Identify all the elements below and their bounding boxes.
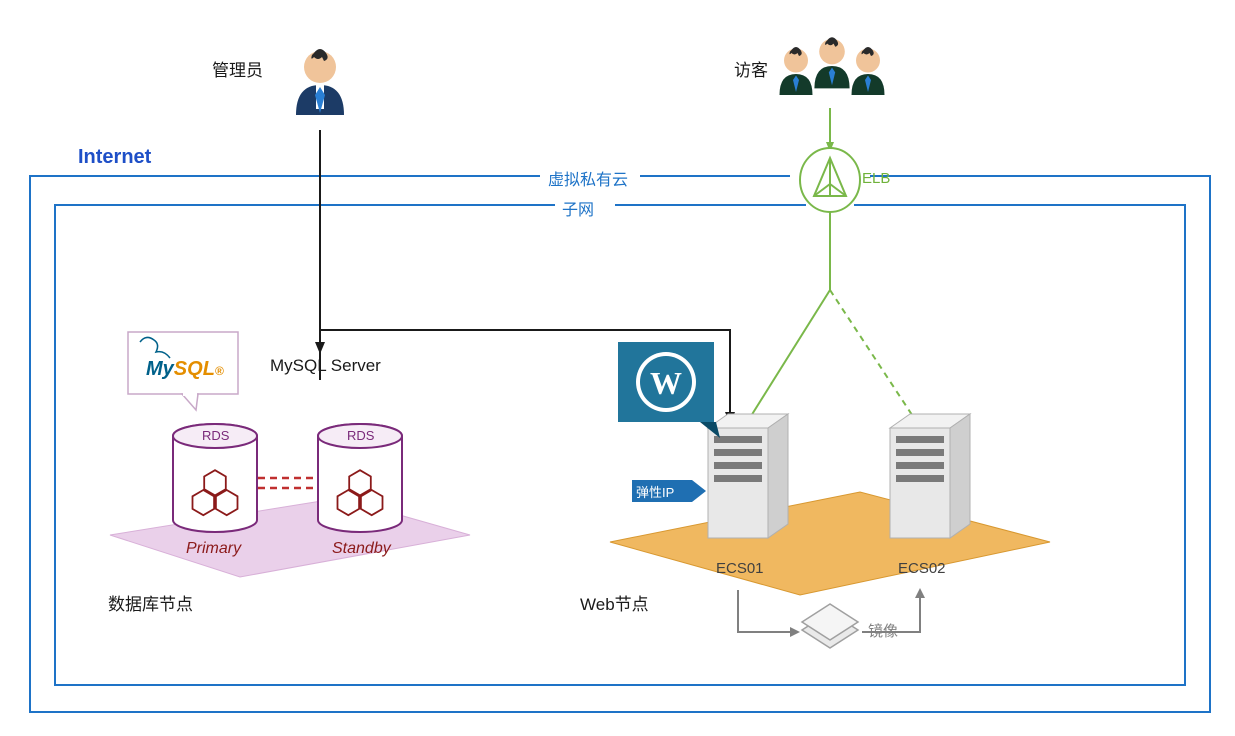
ecs01-icon [708,414,788,538]
eip-label: 弹性IP [636,482,674,501]
mirror-icon [802,604,858,648]
subnet-label: 子网 [562,196,594,220]
internet-label: Internet [78,146,151,169]
wordpress-logo: W [618,342,720,438]
edge-ecs01-mirror [738,590,795,632]
web-platform [610,492,1050,595]
svg-text:W: W [650,365,682,401]
mysql-server-label: MySQL Server [270,356,381,376]
edge-elb-ecs02 [830,290,918,424]
db-platform [110,498,470,577]
db-node-label: 数据库节点 [108,590,193,615]
visitor-icons [780,37,885,95]
elb-label: ELB [862,170,890,187]
mirror-label: 镜像 [868,620,898,641]
ecs02-icon [890,414,970,538]
rds-primary-badge: RDS [202,428,229,443]
standby-label: Standby [332,540,391,558]
admin-icon [296,49,344,115]
primary-label: Primary [186,540,241,558]
mysql-logo-text: MySQL® [146,358,224,381]
edge-elb-ecs01 [746,212,830,424]
rds-standby-badge: RDS [347,428,374,443]
vpc-label: 虚拟私有云 [548,166,628,190]
elb-icon [800,148,860,212]
web-node-label: Web节点 [580,590,649,615]
ecs01-label: ECS01 [716,560,764,577]
admin-label: 管理员 [212,56,263,81]
ecs02-label: ECS02 [898,560,946,577]
visitor-label: 访客 [734,56,768,81]
